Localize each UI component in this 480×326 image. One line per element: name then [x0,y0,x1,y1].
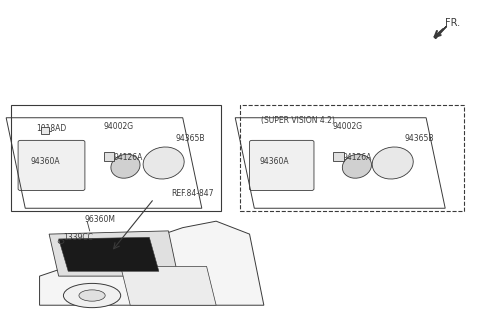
Polygon shape [49,231,178,276]
Text: 1339CC: 1339CC [63,233,93,243]
Text: 96360M: 96360M [85,215,116,224]
Text: FR.: FR. [445,18,460,28]
Polygon shape [39,221,264,305]
Text: 94002G: 94002G [103,122,133,131]
FancyBboxPatch shape [18,141,85,190]
Ellipse shape [79,290,105,301]
Text: 94002G: 94002G [332,122,362,131]
Polygon shape [120,266,216,305]
Bar [104,152,115,161]
Text: 94126A: 94126A [343,153,372,162]
Ellipse shape [111,154,140,178]
Text: 94360A: 94360A [259,157,288,166]
Bar [40,127,49,134]
FancyBboxPatch shape [250,141,314,190]
Text: 94126A: 94126A [114,153,143,162]
Ellipse shape [372,147,413,179]
Text: 94365B: 94365B [176,134,205,142]
Bar [333,152,344,161]
Text: 94360A: 94360A [31,157,60,166]
Text: REF.84-847: REF.84-847 [171,189,213,198]
Polygon shape [59,237,159,271]
Text: 94365B: 94365B [405,134,434,142]
Ellipse shape [63,283,120,308]
Text: (SUPER VISION 4.2): (SUPER VISION 4.2) [262,116,336,126]
Polygon shape [434,26,446,38]
Ellipse shape [342,154,372,178]
Text: 1018AD: 1018AD [36,124,66,133]
Ellipse shape [143,147,184,179]
